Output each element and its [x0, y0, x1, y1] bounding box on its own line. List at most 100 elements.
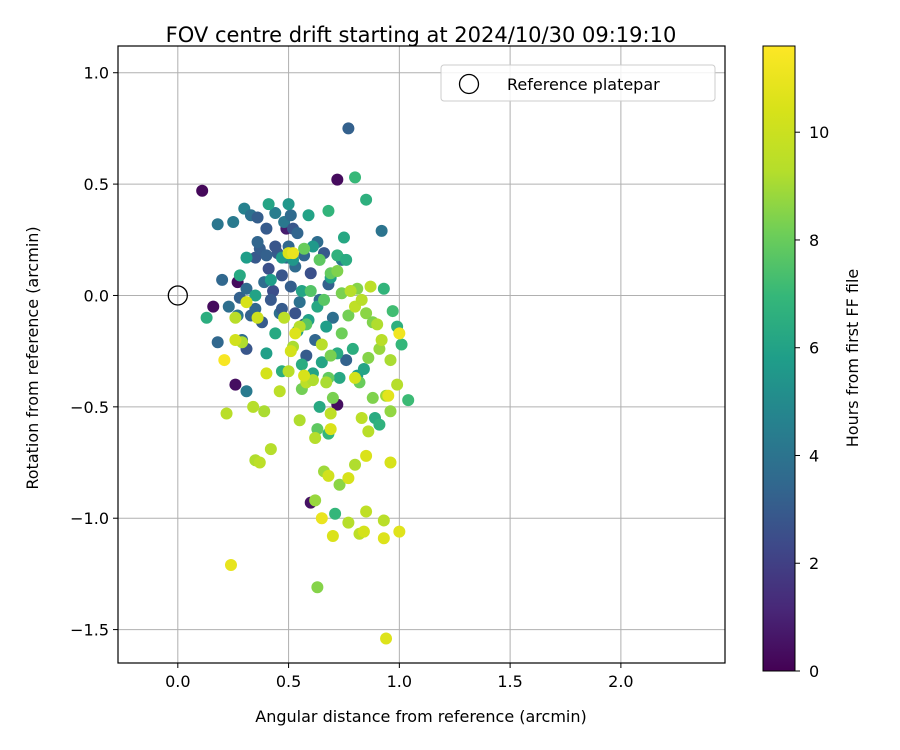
data-point — [253, 456, 266, 469]
data-point — [291, 227, 304, 240]
data-point — [366, 391, 379, 404]
data-point — [357, 525, 370, 538]
data-point — [260, 367, 273, 380]
data-point — [324, 423, 337, 436]
data-point — [344, 285, 357, 298]
data-point — [337, 231, 350, 244]
data-point — [260, 249, 273, 262]
data-point — [211, 218, 224, 231]
data-point — [402, 394, 415, 407]
data-point — [220, 407, 233, 420]
data-point — [362, 351, 375, 364]
x-tick-label: 0.0 — [165, 672, 190, 691]
data-point — [331, 173, 344, 186]
data-point — [278, 311, 291, 324]
y-tick-label: −0.5 — [70, 398, 109, 417]
data-point — [260, 222, 273, 235]
data-point — [218, 354, 231, 367]
data-point — [360, 449, 373, 462]
data-point — [355, 293, 368, 306]
data-point — [293, 414, 306, 427]
data-point — [373, 418, 386, 431]
data-point — [360, 505, 373, 518]
data-point — [298, 242, 311, 255]
data-point — [269, 240, 282, 253]
data-point — [229, 334, 242, 347]
y-tick-label: 0.5 — [84, 175, 109, 194]
data-point — [384, 456, 397, 469]
data-point — [240, 251, 253, 264]
x-tick-label: 1.5 — [497, 672, 522, 691]
chart-title: FOV centre drift starting at 2024/10/30 … — [166, 23, 677, 47]
data-point — [384, 405, 397, 418]
data-point — [380, 632, 393, 645]
data-point — [313, 400, 326, 413]
data-point — [331, 249, 344, 262]
data-point — [322, 204, 335, 217]
data-point — [326, 530, 339, 543]
data-point — [342, 516, 355, 529]
plot-frame — [117, 45, 726, 664]
data-point — [293, 296, 306, 309]
data-point — [349, 371, 362, 384]
data-point — [224, 558, 237, 571]
data-point — [289, 307, 302, 320]
data-point — [360, 193, 373, 206]
data-point — [264, 293, 277, 306]
data-point — [258, 405, 271, 418]
points-layer — [196, 122, 415, 645]
data-point — [269, 327, 282, 340]
data-point — [311, 581, 324, 594]
data-point — [298, 369, 311, 382]
data-point — [249, 289, 262, 302]
data-point — [375, 334, 388, 347]
data-point — [264, 273, 277, 286]
data-point — [349, 171, 362, 184]
data-point — [247, 400, 260, 413]
colorbar-tick-label: 8 — [809, 231, 819, 250]
data-point — [309, 494, 322, 507]
data-point — [264, 443, 277, 456]
data-point — [313, 253, 326, 266]
data-point — [304, 285, 317, 298]
x-tick-label: 2.0 — [608, 672, 633, 691]
data-point — [251, 211, 264, 224]
colorbar: 0 2 4 6 8 10 Hours from first FF file — [762, 45, 862, 681]
data-point — [382, 389, 395, 402]
colorbar-tick-label: 4 — [809, 446, 819, 465]
data-point — [320, 320, 333, 333]
colorbar-gradient — [762, 45, 796, 672]
data-point — [333, 478, 346, 491]
data-point — [282, 365, 295, 378]
data-point — [300, 349, 313, 362]
data-point — [216, 273, 229, 286]
data-point — [355, 411, 368, 424]
y-tick-label: 0.0 — [84, 286, 109, 305]
data-point — [304, 267, 317, 280]
data-point — [333, 371, 346, 384]
x-ticks: 0.0 0.5 1.0 1.5 2.0 — [165, 663, 634, 691]
data-point — [229, 378, 242, 391]
data-point — [284, 280, 297, 293]
y-ticks: 1.0 0.5 0.0 −0.5 −1.0 −1.5 — [70, 64, 118, 640]
x-tick-label: 1.0 — [387, 672, 412, 691]
data-point — [324, 407, 337, 420]
data-point — [269, 207, 282, 220]
data-point — [315, 512, 328, 525]
data-point — [364, 280, 377, 293]
data-point — [360, 307, 373, 320]
colorbar-tick-label: 0 — [809, 662, 819, 681]
data-point — [196, 184, 209, 197]
data-point — [260, 347, 273, 360]
data-point — [346, 342, 359, 355]
data-point — [275, 269, 288, 282]
data-point — [331, 264, 344, 277]
data-point — [324, 349, 337, 362]
data-point — [289, 327, 302, 340]
data-point — [240, 296, 253, 309]
data-point — [302, 209, 315, 222]
legend-box — [440, 64, 716, 102]
data-point — [335, 327, 348, 340]
data-point — [273, 385, 286, 398]
data-point — [315, 338, 328, 351]
